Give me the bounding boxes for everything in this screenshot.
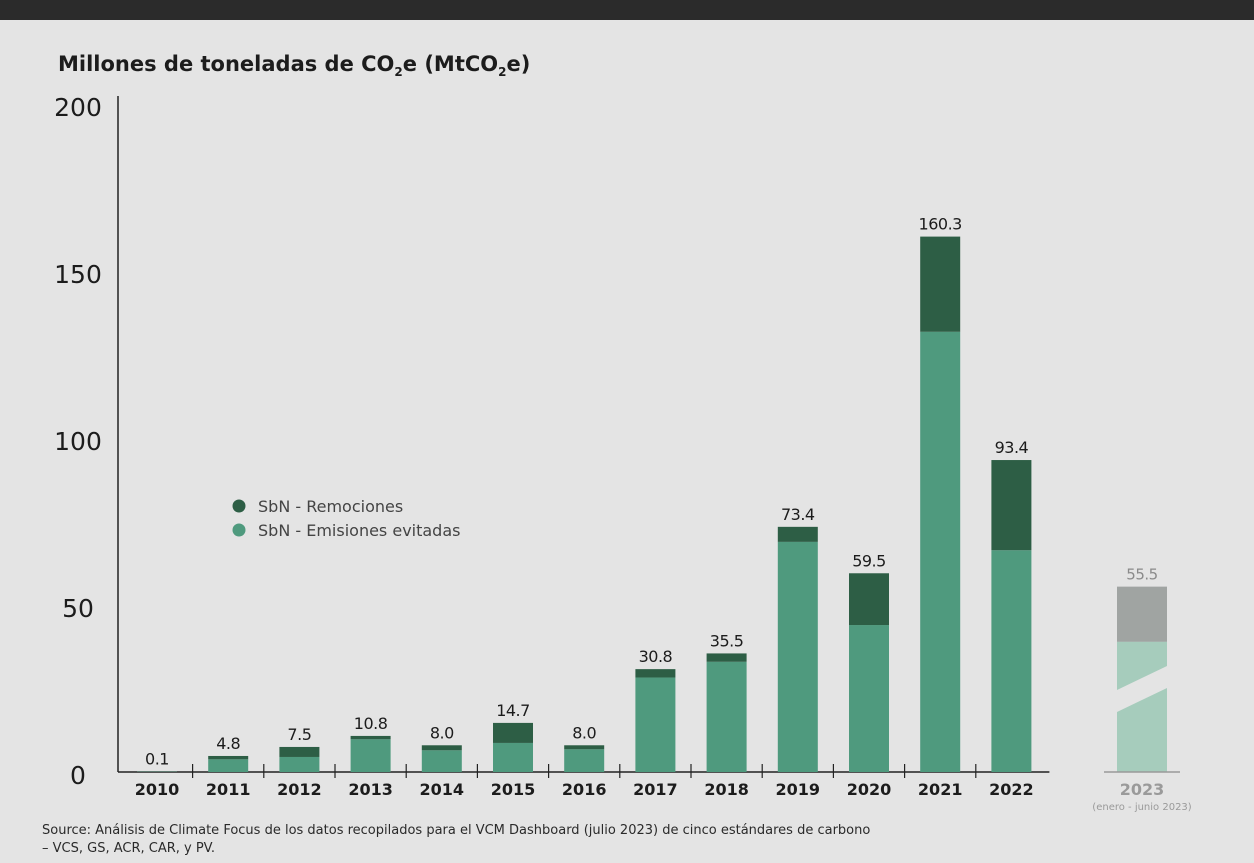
bar-avoided-2012	[279, 756, 320, 772]
bar-removals-2020	[849, 573, 889, 626]
x-tick-label-2022: 2022	[989, 780, 1034, 799]
bar-removals-2022	[991, 460, 1032, 551]
bar-removals-2019	[777, 526, 818, 542]
title-text-1: Millones de toneladas de CO	[58, 52, 395, 76]
bar-removals-2014	[421, 745, 462, 751]
data-label-2020: 59.5	[852, 551, 886, 570]
x-tick-label-2021: 2021	[918, 780, 963, 799]
x-sublabel-2023: (enero - junio 2023)	[1092, 802, 1191, 813]
x-tick-label-2010: 2010	[135, 780, 180, 799]
bar-removals-2018	[706, 653, 747, 662]
y-tick-label-50: 50	[62, 594, 94, 623]
source-note: Source: Análisis de Climate Focus de los…	[42, 822, 870, 858]
data-label-2019: 73.4	[781, 505, 815, 524]
bar-removals-2011	[208, 755, 249, 760]
bar-avoided-2017	[635, 677, 676, 772]
top-banner	[0, 0, 1254, 20]
bar-projected-removals-2023	[1117, 586, 1167, 642]
y-tick-label-100: 100	[54, 427, 102, 456]
bar-avoided-2022	[991, 550, 1032, 772]
title-text-2: e (MtCO	[402, 52, 499, 76]
bar-removals-2015	[493, 722, 533, 743]
bar-avoided-2011	[208, 759, 249, 772]
data-label-2010: 0.1	[145, 750, 169, 769]
data-label-2011: 4.8	[216, 734, 240, 753]
data-label-2016: 8.0	[572, 723, 596, 742]
bar-avoided-2016	[564, 749, 605, 772]
bar-removals-2017	[635, 669, 676, 678]
bar-avoided-2013	[350, 739, 391, 772]
x-tick-label-2016: 2016	[562, 780, 607, 799]
data-label-2014: 8.0	[430, 723, 454, 742]
bar-removals-2016	[564, 745, 605, 750]
x-tick-label-2017: 2017	[633, 780, 678, 799]
legend-label-avoided: SbN - Emisiones evitadas	[258, 521, 460, 540]
x-tick-label-2023: 2023	[1120, 780, 1165, 799]
bar-avoided-2019	[777, 541, 818, 772]
data-label-2023: 55.5	[1126, 566, 1157, 584]
data-label-2022: 93.4	[995, 438, 1029, 457]
source-line-1: Source: Análisis de Climate Focus de los…	[42, 823, 871, 838]
source-line-2: – VCS, GS, ACR, CAR, y PV.	[42, 841, 216, 856]
title-subscript-1: 2	[394, 65, 403, 79]
y-tick-label-0: 0	[70, 761, 86, 790]
bar-removals-2012	[279, 746, 320, 757]
data-label-2018: 35.5	[710, 631, 744, 650]
x-tick-label-2014: 2014	[420, 780, 465, 799]
data-label-2017: 30.8	[639, 647, 673, 666]
x-tick-label-2019: 2019	[776, 780, 821, 799]
data-label-2013: 10.8	[354, 714, 388, 733]
bar-avoided-2021	[920, 331, 961, 772]
legend-swatch-removals	[232, 499, 246, 513]
x-tick-label-2020: 2020	[847, 780, 892, 799]
x-tick-label-2011: 2011	[206, 780, 251, 799]
chart-title: Millones de toneladas de CO2e (MtCO2e)	[58, 52, 530, 79]
bar-avoided-2020	[849, 625, 889, 772]
bar-avoided-2018	[706, 661, 747, 772]
x-tick-label-2018: 2018	[704, 780, 749, 799]
bar-avoided-2015	[493, 742, 533, 772]
title-text-3: e)	[506, 52, 531, 76]
projected-bar-break	[1117, 666, 1167, 712]
legend-label-removals: SbN - Remociones	[258, 497, 403, 516]
title-subscript-2: 2	[498, 65, 507, 79]
data-label-2015: 14.7	[496, 701, 530, 720]
data-label-2012: 7.5	[287, 725, 311, 744]
legend-swatch-avoided	[232, 523, 246, 537]
data-label-2021: 160.3	[919, 215, 962, 234]
x-tick-label-2013: 2013	[348, 780, 393, 799]
bar-removals-2021	[920, 236, 961, 332]
bar-avoided-2014	[421, 750, 462, 772]
x-tick-label-2015: 2015	[491, 780, 536, 799]
x-tick-label-2012: 2012	[277, 780, 322, 799]
bar-removals-2013	[350, 735, 391, 740]
y-tick-label-200: 200	[54, 93, 102, 122]
y-tick-label-150: 150	[54, 260, 102, 289]
